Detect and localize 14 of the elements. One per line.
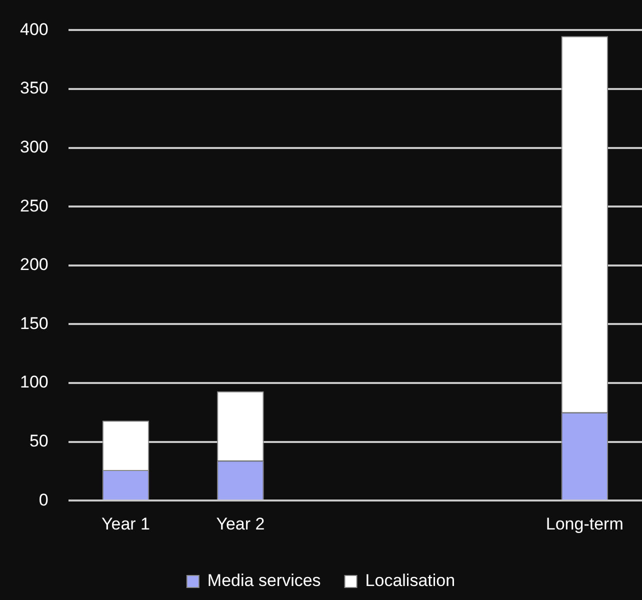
y-tick-label: 350 bbox=[20, 78, 48, 98]
x-tick-label: Year 1 bbox=[101, 514, 150, 534]
y-tick-label: 400 bbox=[20, 20, 48, 39]
legend-label: Media services bbox=[207, 571, 321, 590]
y-tick-label: 300 bbox=[20, 137, 48, 156]
y-tick-label: 100 bbox=[20, 372, 48, 392]
y-tick-label: 0 bbox=[38, 490, 48, 510]
legend-label: Localisation bbox=[365, 571, 456, 590]
y-tick-label: 200 bbox=[20, 255, 48, 274]
y-tick-label: 50 bbox=[29, 431, 48, 450]
y-tick-label: 150 bbox=[20, 314, 48, 333]
y-tick-label: 250 bbox=[20, 196, 48, 216]
x-tick-label: Year 2 bbox=[216, 514, 265, 534]
x-tick-label: Long-term bbox=[546, 514, 624, 534]
